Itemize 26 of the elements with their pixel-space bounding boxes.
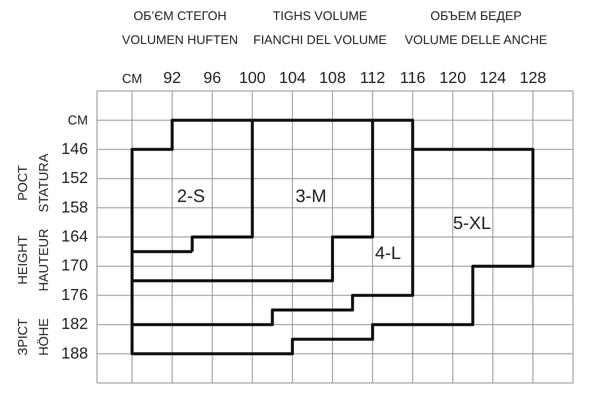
x-tick-label: 96 [203, 70, 222, 87]
annotation: 5-XL [452, 213, 492, 233]
x-tick-label: 104 [279, 70, 306, 87]
x-tick-label: 124 [479, 70, 506, 87]
annotation: 3-M [296, 186, 326, 206]
x-tick-label: 100 [238, 70, 266, 87]
y-tick-label: 188 [61, 345, 88, 362]
x-tick-label: 112 [360, 70, 386, 87]
y-tick-label: 146 [61, 140, 88, 158]
x-tick-label: 116 [400, 70, 426, 87]
y-tick-label: CM [68, 112, 88, 128]
y-tick-label: 164 [61, 228, 88, 246]
y-tick-label: 176 [61, 286, 88, 304]
x-tick-label: CM [122, 71, 142, 86]
x-tick-label: 92 [163, 70, 182, 87]
x-tick-label: 128 [520, 70, 546, 87]
y-tick-label: 170 [61, 258, 88, 275]
annotation: 2-S [176, 186, 206, 206]
y-tick-label: 182 [61, 316, 88, 334]
text: РОСТ STATURA HEIGHT HAUTEUR ЗРІСТ HÖHE [15, 154, 51, 356]
text: ОБ’ЄМ СТЕГОН VOLUMEN HUFTEN TIGHS VOLUME FIANCHI DEL VOLUME ОБЪЕМ БЕДЕР VOLUME DELLE ANCHE [122, 9, 548, 47]
annotation: 4-L [374, 243, 402, 263]
y-tick-label: 152 [61, 170, 88, 188]
x-tick-label: 120 [439, 70, 466, 87]
x-tick-label: 108 [319, 70, 346, 87]
y-tick-label: 158 [61, 199, 88, 216]
